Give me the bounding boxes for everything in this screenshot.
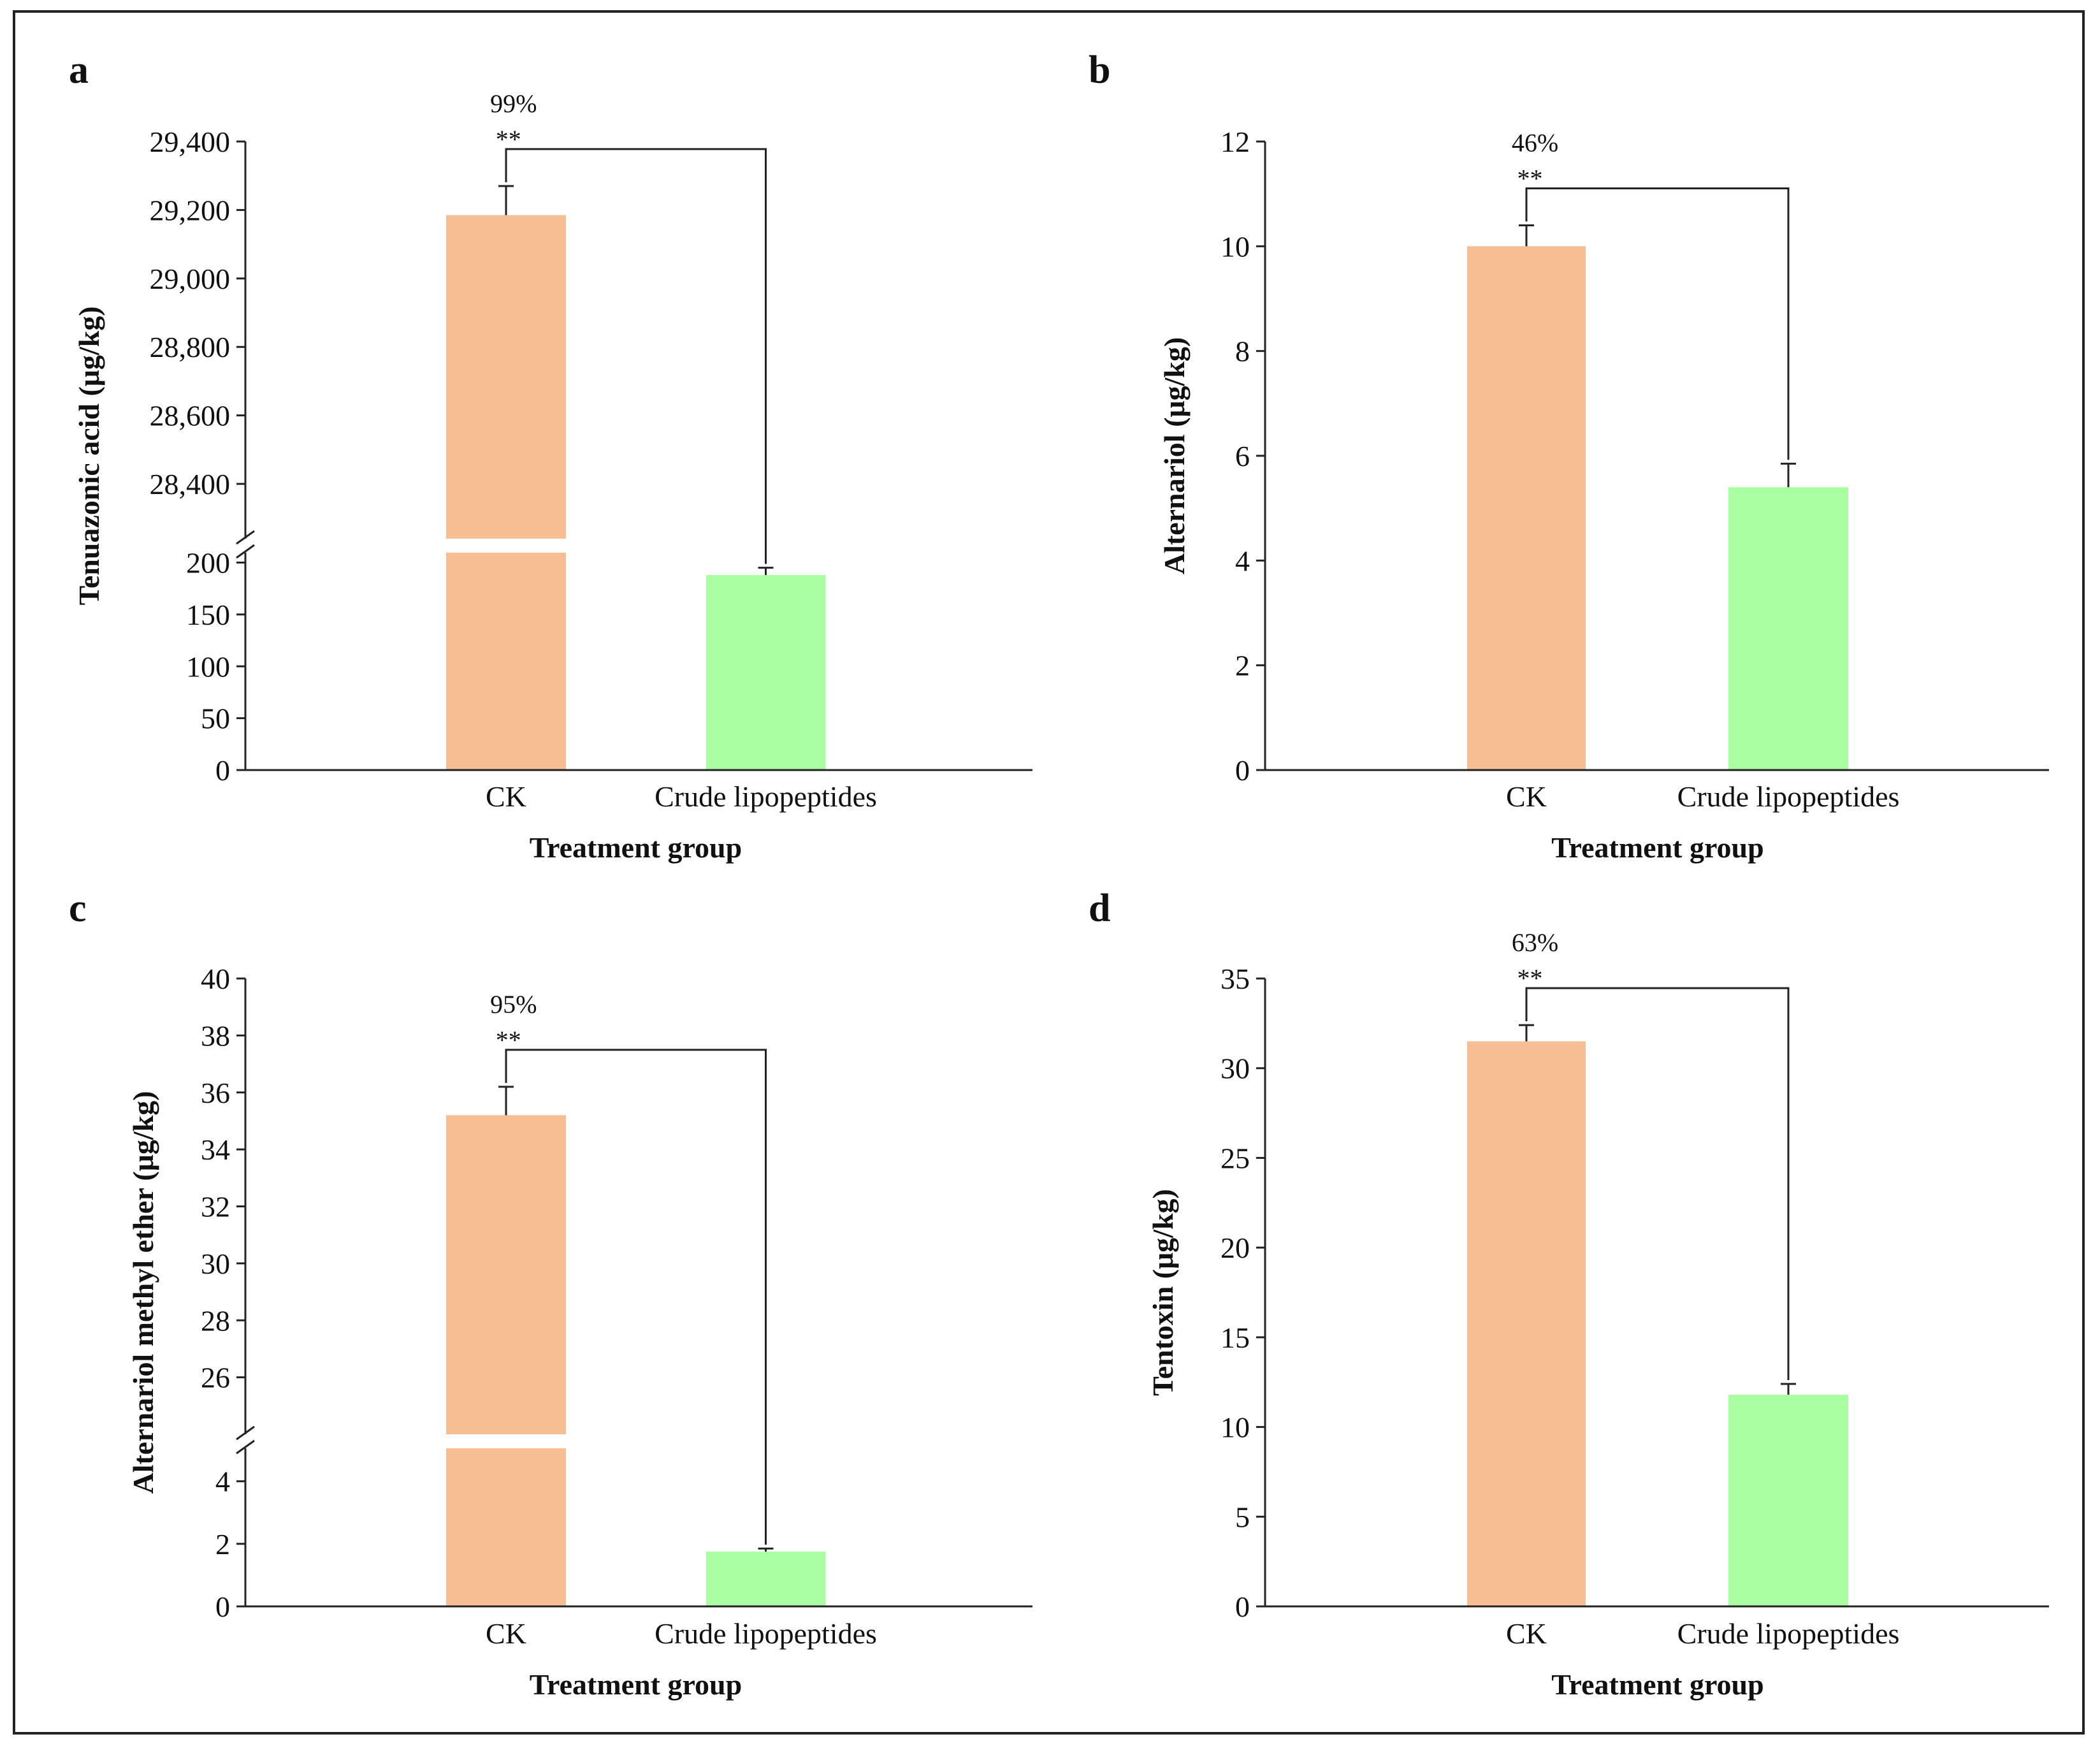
x-tick-label-a-1: Crude lipopeptides	[655, 780, 877, 813]
y-tick-label-a: 28,400	[150, 468, 231, 500]
y-tick-label-d: 10	[1220, 1411, 1250, 1444]
panel-letter-d: d	[1089, 887, 1110, 930]
y-tick-label-c: 28	[201, 1304, 230, 1337]
significance-stars-b: **	[1517, 164, 1543, 193]
y-tick-label-b: 8	[1235, 335, 1250, 368]
x-tick-label-d-0: CK	[1506, 1617, 1547, 1650]
y-tick-label-c: 40	[201, 963, 230, 995]
x-tick-label-c-1: Crude lipopeptides	[655, 1617, 877, 1650]
panel-letter-c: c	[69, 887, 87, 930]
y-tick-label-b: 4	[1235, 544, 1250, 577]
y-tick-label-d: 30	[1220, 1052, 1250, 1085]
panel-a: a 0 50 100 150 200 28,400 28,600 28,800 29,000 29,…	[69, 48, 1032, 864]
axis-break-mark-bottom-a	[236, 544, 255, 559]
panel-b: b 0 2 4 6 8 10 12 CK Crude lipopeptides Treatment …	[1089, 48, 2049, 864]
x-tick-label-b-1: Crude lipopeptides	[1677, 780, 1900, 813]
panel-d: d 0 5 10 15 20 25 30 35 CK Crude lipopeptides Treat…	[1089, 887, 2049, 1701]
y-tick-label-c: 36	[201, 1077, 230, 1109]
y-tick-label-b: 6	[1235, 440, 1250, 472]
y-tick-label-a: 50	[201, 702, 230, 735]
y-tick-label-c: 38	[201, 1019, 230, 1052]
reduction-percent-b: 46%	[1512, 128, 1558, 157]
y-tick-label-a: 100	[186, 650, 230, 683]
reduction-percent-d: 63%	[1512, 928, 1558, 957]
y-tick-label-d: 35	[1220, 963, 1250, 995]
significance-stars-c: **	[496, 1026, 521, 1054]
significance-bracket-d	[1525, 987, 1790, 1381]
bar-a-ck	[446, 215, 566, 770]
y-axis-title-a: Tenuazonic acid (μg/kg)	[73, 306, 105, 605]
reduction-percent-a: 99%	[490, 89, 537, 118]
x-tick-label-c-0: CK	[486, 1617, 526, 1650]
y-tick-label-b: 10	[1220, 230, 1250, 263]
y-tick-label-c: 0	[215, 1590, 230, 1623]
y-tick-label-c: 34	[201, 1133, 230, 1166]
y-tick-label-c: 32	[201, 1191, 230, 1223]
panel-letter-a: a	[69, 48, 89, 92]
y-tick-label-b: 12	[1220, 126, 1250, 158]
y-axis-title-b: Alternariol (μg/kg)	[1158, 337, 1191, 574]
significance-bracket-b	[1525, 187, 1790, 460]
x-axis-title-c: Treatment group	[530, 1668, 742, 1701]
y-tick-label-b: 2	[1235, 650, 1250, 682]
figure-frame	[13, 10, 2085, 1735]
bar-d-ck	[1467, 1041, 1586, 1606]
bar-break-gap-a	[445, 539, 567, 553]
y-tick-label-c: 26	[201, 1362, 230, 1394]
x-tick-label-a-0: CK	[486, 780, 526, 813]
y-axis-title-d: Tentoxin (μg/kg)	[1147, 1189, 1179, 1396]
y-tick-label-a: 200	[186, 547, 230, 579]
y-tick-label-a: 0	[215, 754, 230, 787]
y-tick-label-a: 28,600	[150, 400, 231, 432]
bar-d-lipopeptides	[1728, 1394, 1848, 1606]
significance-stars-a: **	[496, 125, 521, 154]
y-tick-label-d: 15	[1220, 1321, 1250, 1354]
significance-bracket-c	[505, 1049, 767, 1545]
axis-break-mark-top-c	[236, 1425, 255, 1441]
axis-break-mark-top-a	[236, 530, 255, 545]
bar-b-ck	[1467, 246, 1586, 770]
bar-c-lipopeptides	[706, 1552, 825, 1606]
significance-bracket-a	[505, 148, 767, 564]
panel-letter-b: b	[1089, 48, 1110, 92]
significance-stars-d: **	[1517, 964, 1543, 993]
y-tick-label-a: 29,400	[150, 126, 231, 158]
bar-a-lipopeptides	[706, 575, 825, 770]
x-axis-title-a: Treatment group	[530, 831, 742, 864]
y-tick-label-a: 150	[186, 599, 230, 631]
y-tick-label-c: 30	[201, 1248, 230, 1280]
y-tick-label-b: 0	[1235, 754, 1250, 787]
y-axis-title-c: Alternariol methyl ether (μg/kg)	[127, 1091, 159, 1494]
axis-break-mark-bottom-c	[236, 1439, 255, 1455]
y-tick-label-c: 4	[215, 1466, 230, 1498]
bar-b-lipopeptides	[1728, 487, 1848, 770]
bar-c-ck	[446, 1115, 566, 1606]
y-tick-label-d: 20	[1220, 1232, 1250, 1264]
y-tick-label-d: 25	[1220, 1142, 1250, 1174]
x-tick-label-d-1: Crude lipopeptides	[1677, 1617, 1900, 1650]
y-tick-label-d: 0	[1235, 1590, 1250, 1623]
x-axis-title-d: Treatment group	[1551, 1668, 1763, 1701]
x-axis-title-b: Treatment group	[1551, 831, 1763, 864]
reduction-percent-c: 95%	[490, 990, 537, 1019]
x-tick-label-b-0: CK	[1506, 780, 1547, 813]
y-tick-label-a: 29,200	[150, 194, 231, 226]
y-tick-label-a: 28,800	[150, 331, 231, 363]
y-tick-label-a: 29,000	[150, 263, 231, 295]
bar-break-gap-c	[445, 1434, 567, 1448]
y-tick-label-c: 2	[215, 1528, 230, 1560]
y-tick-label-d: 5	[1235, 1501, 1250, 1533]
